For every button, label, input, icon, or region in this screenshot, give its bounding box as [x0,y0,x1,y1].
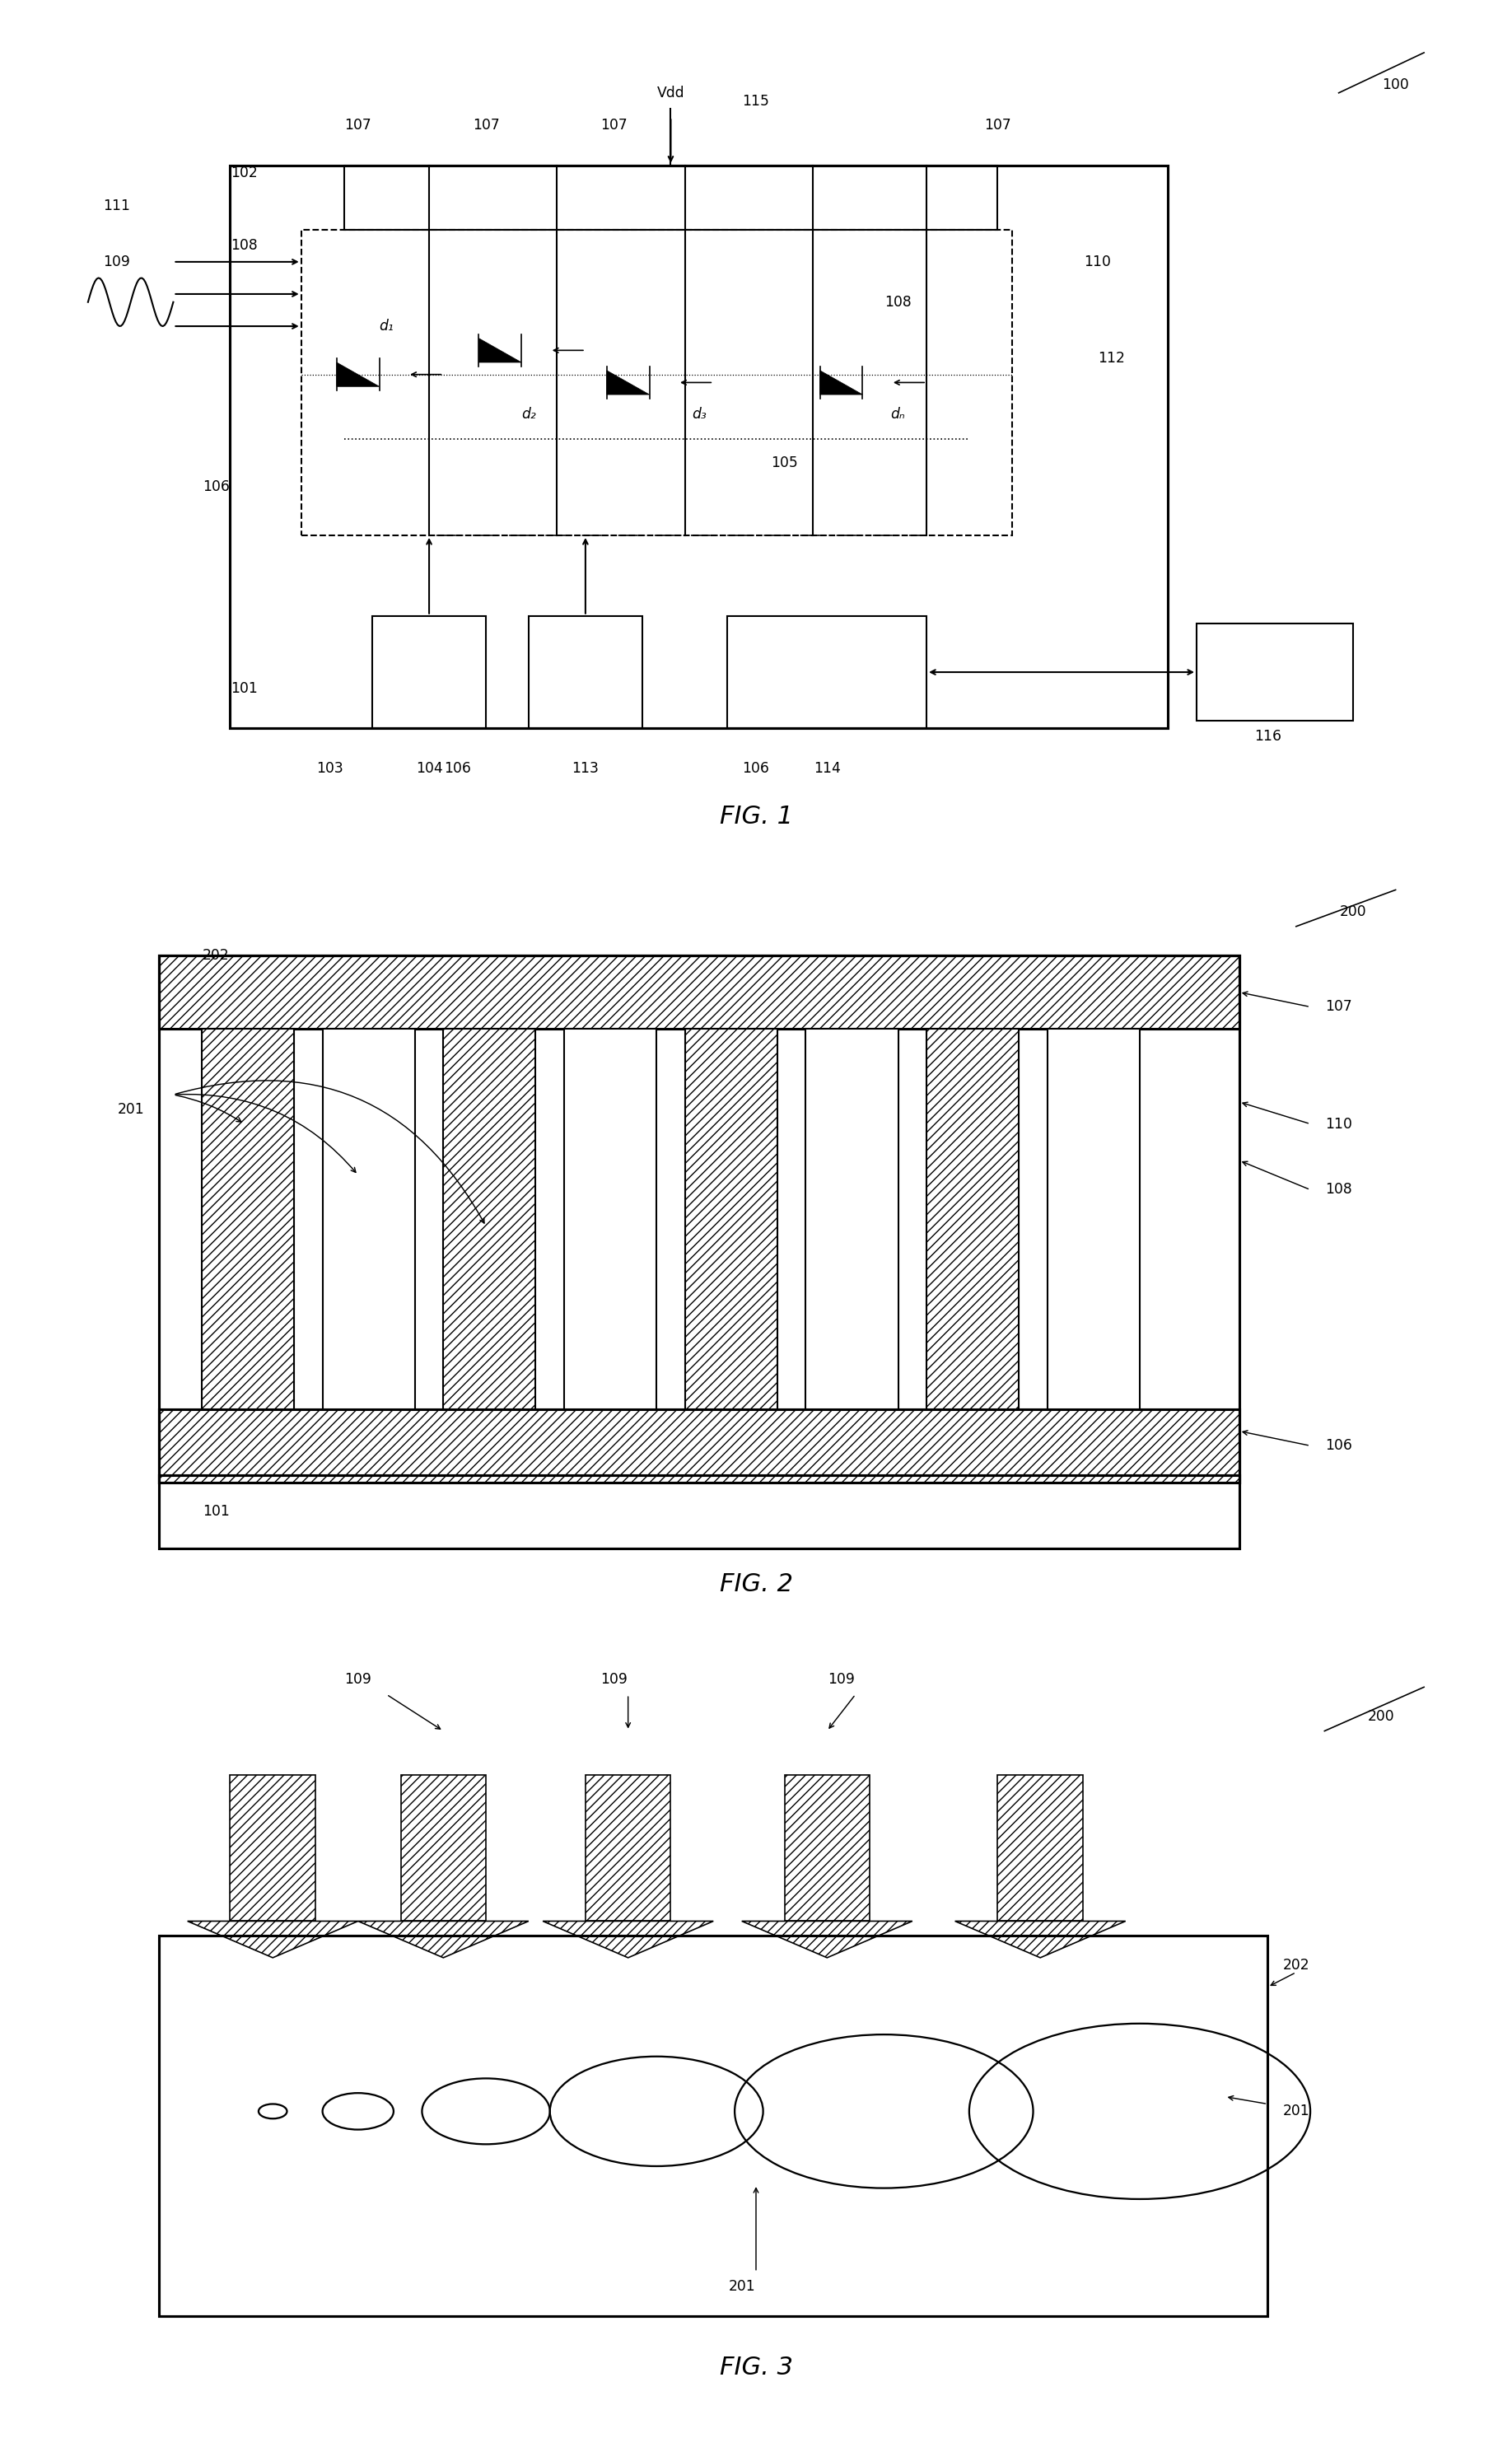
Text: 106: 106 [203,480,230,495]
Text: FIG. 2: FIG. 2 [720,1573,792,1597]
Bar [322,1029,414,1409]
Text: dₙ: dₙ [891,407,906,422]
Polygon shape [479,339,522,363]
Text: 108: 108 [231,239,257,254]
Bar [998,1775,1083,1921]
Text: 202: 202 [1282,1958,1309,1972]
Text: 108: 108 [885,295,912,310]
Text: 107: 107 [345,117,372,132]
Text: 101: 101 [203,1504,230,1519]
Bar [685,1029,777,1409]
Text: 201: 201 [1282,2104,1309,2119]
Text: 202: 202 [203,948,230,963]
Bar [301,229,1012,536]
Text: 109: 109 [103,254,130,268]
Text: 114: 114 [813,761,841,775]
Bar [529,617,643,729]
Bar [159,956,1240,1482]
Bar [230,1775,316,1921]
Text: d₁: d₁ [380,319,393,334]
Text: 107: 107 [472,117,499,132]
Polygon shape [337,363,380,388]
Bar [564,1029,656,1409]
Bar [1048,1029,1140,1409]
Text: 200: 200 [1340,904,1367,919]
Bar [927,1029,1019,1409]
Text: 103: 103 [316,761,343,775]
Text: 100: 100 [1382,78,1409,93]
Text: 200: 200 [1368,1709,1394,1724]
Bar [230,166,1169,729]
Text: d₂: d₂ [522,407,535,422]
Text: 108: 108 [1326,1182,1352,1197]
Text: 101: 101 [231,680,259,695]
Text: 102: 102 [231,166,259,180]
Bar [343,166,998,229]
Bar [159,1409,1240,1482]
Text: d₃: d₃ [692,407,706,422]
Text: 201: 201 [116,1102,144,1117]
Text: 107: 107 [1325,1000,1352,1014]
Text: 116: 116 [1253,729,1281,744]
Bar [727,617,927,729]
Bar [685,1029,777,1409]
Bar [201,1029,293,1409]
Bar [372,617,485,729]
Bar [443,1029,535,1409]
Bar [201,1029,293,1409]
Bar [443,1029,535,1409]
Text: 107: 107 [984,117,1012,132]
Bar [401,1775,485,1921]
Text: 109: 109 [345,1672,372,1687]
Bar [159,1936,1267,2316]
Text: 113: 113 [572,761,599,775]
Bar [585,1775,671,1921]
Text: 105: 105 [771,456,798,471]
Text: 106: 106 [742,761,770,775]
Text: 111: 111 [103,197,130,212]
Polygon shape [606,371,650,395]
Text: 110: 110 [1084,254,1111,268]
Text: 109: 109 [827,1672,854,1687]
Text: 109: 109 [600,1672,627,1687]
Text: 201: 201 [729,2280,756,2294]
Text: FIG. 1: FIG. 1 [720,805,792,829]
Text: FIG. 3: FIG. 3 [720,2355,792,2379]
Bar [785,1775,869,1921]
Text: 115: 115 [742,93,770,107]
Text: 106: 106 [1325,1438,1352,1453]
Text: Vdd: Vdd [656,85,685,100]
Text: 106: 106 [445,761,472,775]
Bar [1196,624,1353,719]
Text: 104: 104 [416,761,443,775]
Text: 110: 110 [1325,1117,1352,1131]
Polygon shape [820,371,862,395]
Bar [159,1475,1240,1548]
Bar [159,956,1240,1029]
Bar [927,1029,1019,1409]
Text: 112: 112 [1098,351,1125,366]
Text: 107: 107 [600,117,627,132]
Bar [806,1029,898,1409]
